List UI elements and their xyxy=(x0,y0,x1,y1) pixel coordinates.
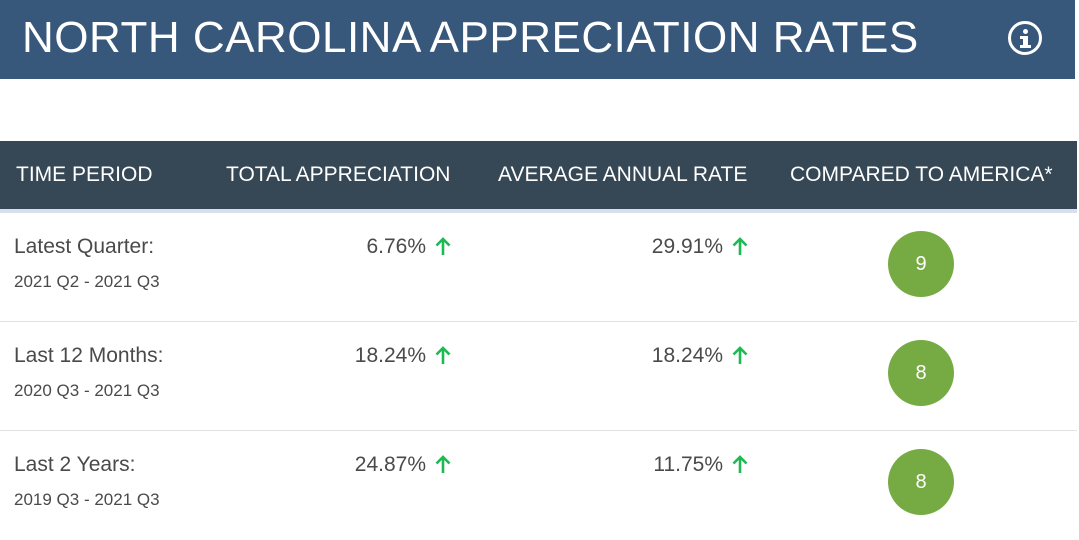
up-arrow-icon xyxy=(435,237,451,255)
average-annual-rate-text: 18.24% xyxy=(651,344,723,367)
average-annual-rate-text: 11.75% xyxy=(653,453,723,476)
info-icon[interactable] xyxy=(1008,21,1042,55)
total-appreciation-text: 18.24% xyxy=(354,344,426,367)
up-arrow-icon xyxy=(732,237,748,255)
average-annual-rate-text: 29.91% xyxy=(651,235,723,258)
period-range: 2021 Q2 - 2021 Q3 xyxy=(14,272,160,291)
page-title: NORTH CAROLINA APPRECIATION RATES xyxy=(22,13,919,62)
up-arrow-icon xyxy=(732,455,748,473)
average-annual-rate-value: 29.91% xyxy=(652,235,749,259)
table-row: Last 2 Years: 2019 Q3 - 2021 Q3 24.87% 1… xyxy=(0,431,1077,539)
total-appreciation-value: 24.87% xyxy=(355,453,452,477)
table-row: Last 12 Months: 2020 Q3 - 2021 Q3 18.24%… xyxy=(0,322,1077,431)
score-badge: 8 xyxy=(888,340,954,406)
column-header-average-annual-rate: AVERAGE ANNUAL RATE xyxy=(498,163,748,186)
period-label: Last 2 Years: xyxy=(14,453,136,476)
total-appreciation-text: 24.87% xyxy=(354,453,426,476)
total-appreciation-text: 6.76% xyxy=(366,235,426,258)
average-annual-rate-value: 18.24% xyxy=(652,344,749,368)
period-range: 2020 Q3 - 2021 Q3 xyxy=(14,381,160,400)
up-arrow-icon xyxy=(435,455,451,473)
title-bar: NORTH CAROLINA APPRECIATION RATES xyxy=(0,0,1075,79)
score-badge: 8 xyxy=(888,449,954,515)
period-range: 2019 Q3 - 2021 Q3 xyxy=(14,490,160,509)
period-label: Latest Quarter: xyxy=(14,235,155,258)
up-arrow-icon xyxy=(435,346,451,364)
average-annual-rate-value: 11.75% xyxy=(653,453,749,477)
score-badge: 9 xyxy=(888,231,954,297)
column-header-compared-to-america: COMPARED TO AMERICA* xyxy=(790,163,1053,186)
table-header: TIME PERIOD TOTAL APPRECIATION AVERAGE A… xyxy=(0,141,1077,213)
total-appreciation-value: 6.76% xyxy=(366,235,452,259)
table-row: Latest Quarter: 2021 Q2 - 2021 Q3 6.76% … xyxy=(0,213,1077,322)
period-label: Last 12 Months: xyxy=(14,344,164,367)
column-header-time-period: TIME PERIOD xyxy=(16,163,153,186)
up-arrow-icon xyxy=(732,346,748,364)
total-appreciation-value: 18.24% xyxy=(355,344,452,368)
column-header-total-appreciation: TOTAL APPRECIATION xyxy=(226,163,451,186)
